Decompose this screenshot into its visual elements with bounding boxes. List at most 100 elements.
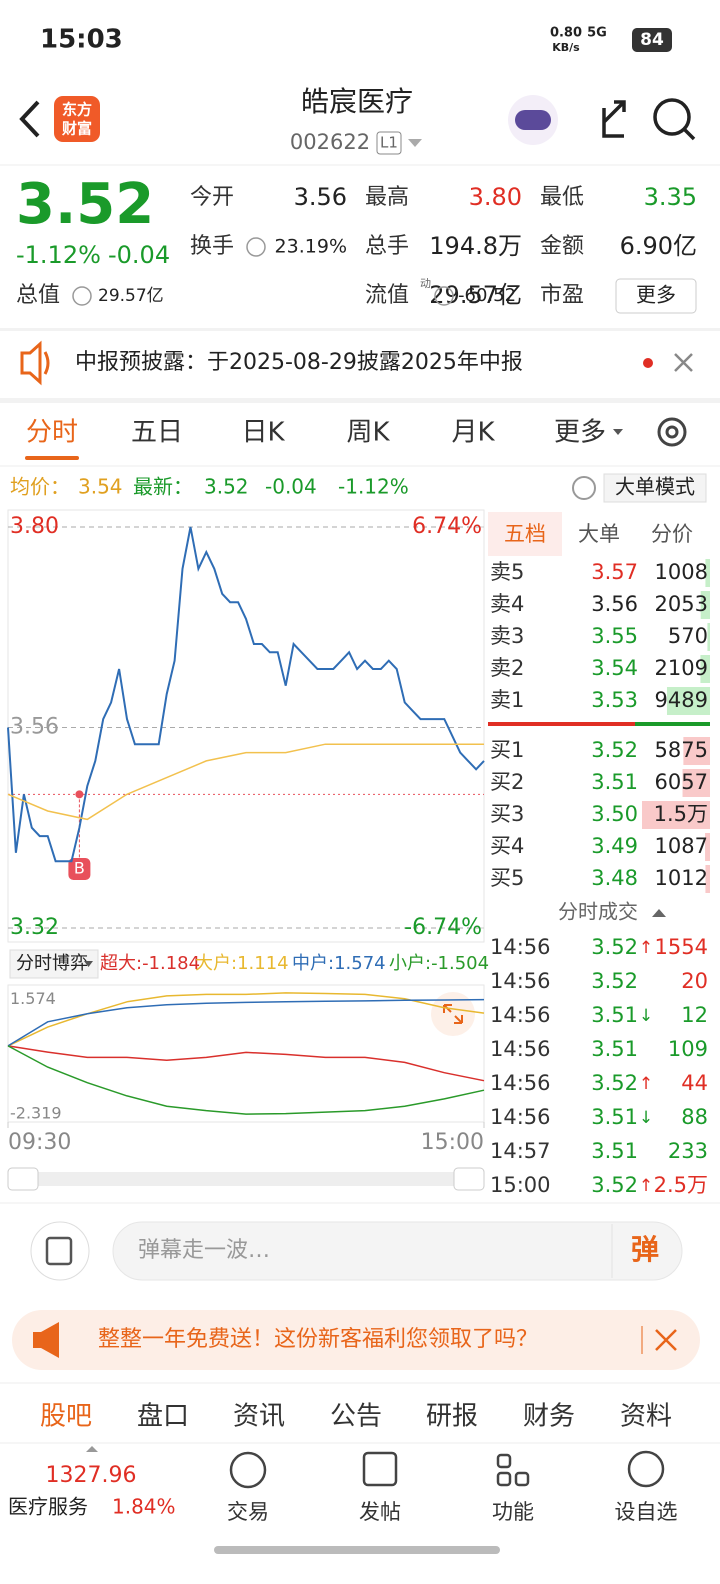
trade-volume: 20 xyxy=(681,969,708,993)
stat-label: 今开 xyxy=(190,185,234,210)
volume-bar xyxy=(683,737,710,765)
slider-handle[interactable] xyxy=(453,1167,485,1191)
bottom-tab[interactable]: 公告 xyxy=(330,1402,382,1432)
stat-value: 3.80 xyxy=(469,183,522,211)
tab[interactable]: 周K xyxy=(346,418,390,448)
stat-label: 最高 xyxy=(365,185,409,210)
nav-label[interactable]: 设自选 xyxy=(615,1500,678,1524)
tab[interactable]: 分时 xyxy=(26,418,78,448)
info-icon[interactable] xyxy=(434,286,454,306)
slider-handle[interactable] xyxy=(7,1167,39,1191)
bottom-tab[interactable]: 资料 xyxy=(620,1402,672,1432)
latest-price: 3.52 xyxy=(204,475,249,499)
stat-label: 总手 xyxy=(365,234,409,259)
tab[interactable]: 更多 xyxy=(554,418,606,448)
caret xyxy=(86,1446,98,1452)
trade-time: 14:57 xyxy=(490,1139,551,1163)
trade-time: 14:56 xyxy=(490,1037,551,1061)
book-tab[interactable]: 大单 xyxy=(578,522,620,546)
trade-price: 3.51 xyxy=(591,1139,638,1163)
flow-dropdown xyxy=(84,961,93,967)
trade-price: 3.52 xyxy=(591,1071,638,1095)
promo-text[interactable]: 整整一年免费送！这份新客福利您领取了吗？ xyxy=(98,1327,538,1352)
trade-price: 3.52 xyxy=(591,969,638,993)
flow-title[interactable]: 分时博弈 xyxy=(16,953,88,974)
close-promo[interactable] xyxy=(655,1329,677,1351)
comment-menu[interactable] xyxy=(30,1221,90,1281)
buy-sell-bar xyxy=(488,722,635,726)
tab-underline xyxy=(25,456,79,460)
trade-direction: ↑ xyxy=(639,1074,653,1094)
trades-title: 分时成交 xyxy=(558,900,638,924)
bottom-tab[interactable]: 股吧 xyxy=(40,1402,92,1432)
nav-icon xyxy=(229,1451,267,1489)
more-label[interactable]: 更多 xyxy=(636,283,676,307)
comment-input[interactable] xyxy=(112,1221,683,1281)
volume-bar xyxy=(700,655,710,683)
book-price: 3.51 xyxy=(591,770,638,794)
tab[interactable]: 月K xyxy=(451,418,495,448)
mode-label[interactable]: 大单模式 xyxy=(615,475,695,499)
trade-time: 14:56 xyxy=(490,1003,551,1027)
info-icon[interactable] xyxy=(246,237,266,257)
book-level: 买5 xyxy=(490,866,524,890)
settings-button[interactable] xyxy=(657,417,687,447)
comment-placeholder[interactable]: 弹幕走一波… xyxy=(138,1238,270,1263)
promo-icon xyxy=(33,1322,59,1358)
nav-icon xyxy=(514,1471,530,1487)
trade-volume: 233 xyxy=(668,1139,708,1163)
help-icon[interactable] xyxy=(572,476,596,500)
nav-icon xyxy=(627,1450,665,1488)
info-icon[interactable] xyxy=(72,286,92,306)
net-unit: KB/s xyxy=(552,41,580,54)
nav-label[interactable]: 发帖 xyxy=(359,1500,401,1524)
book-price: 3.53 xyxy=(591,688,638,712)
volume-bar xyxy=(705,559,710,587)
book-volume: 1008 xyxy=(655,560,708,584)
flow-selector[interactable] xyxy=(9,949,99,979)
nav-icon xyxy=(496,1471,512,1487)
book-volume: 2053 xyxy=(655,592,708,616)
more-button[interactable] xyxy=(615,278,697,314)
trade-price: 3.51 xyxy=(591,1037,638,1061)
back-button[interactable] xyxy=(19,100,40,138)
net-speed: 0.80 xyxy=(550,26,582,41)
bottom-tab[interactable]: 盘口 xyxy=(137,1402,189,1432)
clock: 15:03 xyxy=(40,25,123,55)
tab[interactable]: 日K xyxy=(241,418,285,448)
time-slider[interactable] xyxy=(8,1172,484,1186)
danmaku-button[interactable]: 弹 xyxy=(631,1233,659,1266)
book-price: 3.55 xyxy=(591,624,638,648)
book-level: 卖1 xyxy=(490,688,524,712)
tab[interactable]: 五日 xyxy=(131,418,183,448)
buy-marker-dot xyxy=(75,790,84,799)
share-button[interactable] xyxy=(602,100,626,138)
trade-volume: 88 xyxy=(681,1105,708,1129)
trade-volume: 1554 xyxy=(655,935,708,959)
book-level: 买3 xyxy=(490,802,524,826)
level-dropdown[interactable] xyxy=(408,139,422,147)
trade-time: 14:56 xyxy=(490,1105,551,1129)
book-price: 3.56 xyxy=(591,592,638,616)
mode-button[interactable] xyxy=(603,473,707,503)
unread-dot xyxy=(643,358,653,368)
nav-label[interactable]: 功能 xyxy=(492,1500,534,1524)
divider xyxy=(0,398,720,403)
bottom-tab[interactable]: 财务 xyxy=(523,1402,575,1432)
book-volume: 5875 xyxy=(655,738,708,762)
promo-banner[interactable] xyxy=(12,1310,700,1370)
series-line xyxy=(7,998,485,1047)
book-tab[interactable]: 分价 xyxy=(651,522,693,546)
search-button[interactable] xyxy=(653,98,691,136)
expand-button[interactable] xyxy=(431,992,475,1036)
logo-text: 东方 xyxy=(62,101,92,119)
book-tab[interactable]: 五档 xyxy=(504,522,546,546)
nav-label[interactable]: 交易 xyxy=(227,1500,269,1524)
bottom-tab[interactable]: 资讯 xyxy=(233,1402,285,1432)
close-notice[interactable] xyxy=(674,353,693,372)
last-price: 3.52 xyxy=(16,172,154,237)
price-chart-frame xyxy=(7,509,485,943)
bottom-tab[interactable]: 研报 xyxy=(426,1402,478,1432)
book-level: 买2 xyxy=(490,770,524,794)
